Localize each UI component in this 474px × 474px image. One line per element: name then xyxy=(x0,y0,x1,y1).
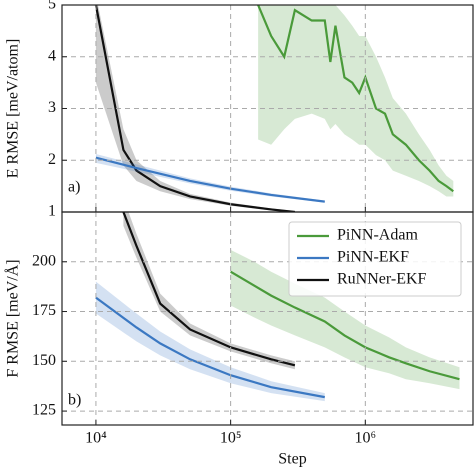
y-tick-label: 2 xyxy=(48,151,56,168)
legend-box xyxy=(288,221,462,297)
y-tick-label: 4 xyxy=(48,47,56,64)
plot-area xyxy=(94,5,454,212)
series-line xyxy=(95,296,325,399)
confidence-band xyxy=(95,281,325,402)
x-tick-label: 10⁴ xyxy=(85,430,107,447)
legend-label: RuNNer-EKF xyxy=(337,271,427,288)
y-axis-label: E RMSE [meV/atom] xyxy=(5,39,22,179)
y-tick-label: 150 xyxy=(32,352,56,369)
x-tick-label: 10⁵ xyxy=(220,430,242,447)
y-tick-label: 1 xyxy=(48,203,56,220)
series-line xyxy=(122,212,296,367)
y-axis-label: F RMSE [meV/Å] xyxy=(4,259,22,377)
axes-frame xyxy=(61,211,474,426)
y-tick-label: 5 xyxy=(48,0,56,13)
confidence-band xyxy=(230,249,460,390)
plot-area xyxy=(95,212,460,402)
legend-label: PiNN-Adam xyxy=(337,227,418,244)
y-tick-label: 200 xyxy=(32,252,56,269)
panel-label: a) xyxy=(68,179,80,196)
series-line xyxy=(230,270,460,381)
confidence-band xyxy=(258,5,454,197)
x-tick-label: 10⁶ xyxy=(355,430,377,447)
x-axis-label: Step xyxy=(278,451,306,468)
series-line xyxy=(95,156,325,203)
y-tick-label: 125 xyxy=(32,402,56,419)
legend-label: PiNN-EKF xyxy=(337,249,409,266)
y-tick-label: 3 xyxy=(48,99,56,116)
panel-label: b) xyxy=(68,392,81,409)
series-line xyxy=(257,5,454,193)
series-line xyxy=(94,5,296,212)
y-tick-label: 175 xyxy=(32,302,56,319)
